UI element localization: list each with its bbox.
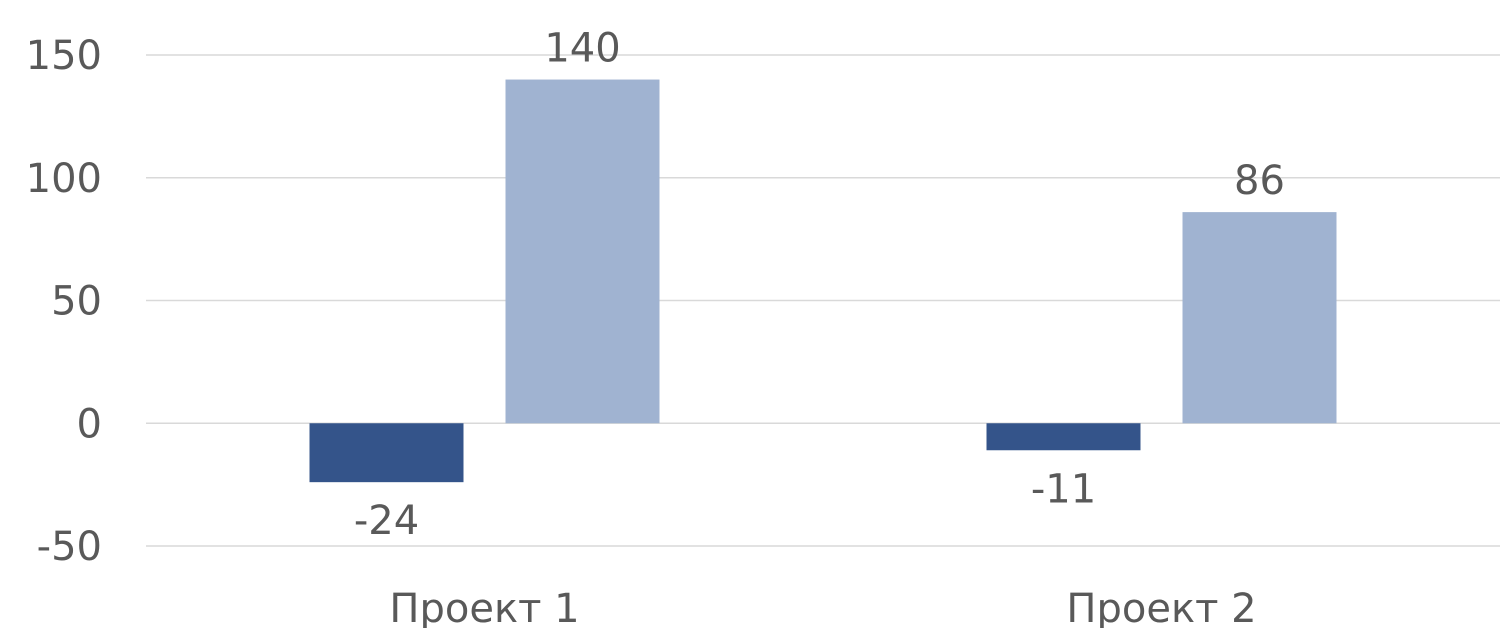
y-axis-tick-labels: -50 0 50 100 150 bbox=[26, 33, 102, 570]
data-label: -11 bbox=[1031, 466, 1096, 512]
bar bbox=[1182, 212, 1337, 424]
y-tick-label: -50 bbox=[37, 524, 102, 570]
data-label: 86 bbox=[1234, 158, 1285, 204]
y-tick-label: 50 bbox=[51, 279, 102, 325]
data-label: 140 bbox=[544, 26, 620, 72]
bars bbox=[309, 79, 1337, 483]
data-label: -24 bbox=[354, 498, 419, 544]
y-tick-label: 150 bbox=[26, 33, 102, 79]
y-tick-label: 0 bbox=[77, 401, 102, 447]
data-labels: -24 140 -11 86 bbox=[354, 26, 1285, 545]
bar bbox=[986, 423, 1141, 451]
category-labels: Проект 1 Проект 2 bbox=[389, 586, 1256, 628]
bar bbox=[309, 423, 464, 483]
y-tick-label: 100 bbox=[26, 156, 102, 202]
category-label: Проект 1 bbox=[389, 586, 579, 628]
bar bbox=[505, 79, 660, 424]
category-label: Проект 2 bbox=[1066, 586, 1256, 628]
